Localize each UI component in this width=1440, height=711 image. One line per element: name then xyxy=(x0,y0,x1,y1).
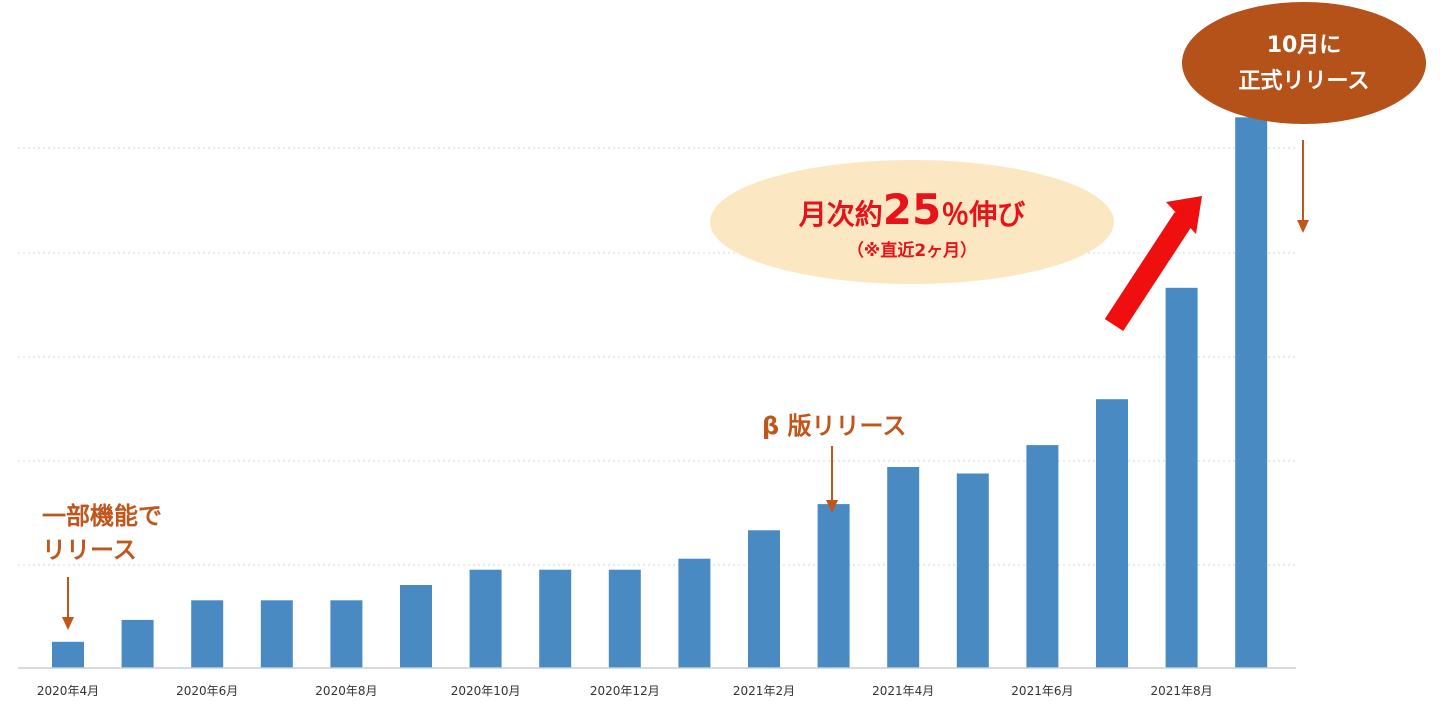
bars xyxy=(52,117,1268,669)
official-release-line2: 正式リリース xyxy=(1239,69,1370,94)
growth-note: （※直近2ヶ月） xyxy=(847,240,977,261)
bar-2021年1月 xyxy=(678,558,711,668)
beta-release-arrow-icon xyxy=(826,446,838,513)
x-tick-label: 2021年4月 xyxy=(872,684,934,698)
bar-2021年2月 xyxy=(748,530,780,668)
bar-2021年5月 xyxy=(956,473,989,668)
bar-2021年8月 xyxy=(1165,287,1198,668)
bar-2021年4月 xyxy=(887,467,920,668)
bar-2021年6月 xyxy=(1026,445,1059,668)
bar-2020年9月 xyxy=(400,585,432,668)
growth-arrow-icon xyxy=(1104,196,1202,332)
x-tick-label: 2021年6月 xyxy=(1011,684,1073,698)
x-tick-labels: 2020年4月 2020年6月 2020年8月 2020年10月 2020年12月 202… xyxy=(37,684,1213,698)
x-tick-label: 2020年6月 xyxy=(176,684,238,698)
bar-2021年9月 xyxy=(1235,117,1268,669)
x-tick-label: 2021年8月 xyxy=(1151,684,1213,698)
growth-bubble xyxy=(710,160,1114,284)
official-release-line1: 10月に xyxy=(1267,33,1342,58)
x-tick-label: 2020年12月 xyxy=(590,684,660,698)
bar-2020年12月 xyxy=(608,569,641,668)
x-tick-label: 2021年2月 xyxy=(733,684,795,698)
bar-2020年10月 xyxy=(469,569,502,668)
bar-2020年4月 xyxy=(52,641,84,668)
bar-2020年7月 xyxy=(260,600,293,668)
bar-2020年6月 xyxy=(191,600,224,668)
partial-release-arrow-icon xyxy=(62,577,74,630)
growth-headline: 月次約25％伸び xyxy=(798,185,1025,234)
x-tick-label: 2020年10月 xyxy=(451,684,521,698)
bar-2020年8月 xyxy=(330,600,363,668)
x-tick-label: 2020年8月 xyxy=(315,684,377,698)
official-release-arrow-icon xyxy=(1297,140,1309,233)
bar-2020年11月 xyxy=(539,569,572,668)
bar-2020年5月 xyxy=(121,619,154,668)
x-tick-label: 2020年4月 xyxy=(37,684,99,698)
bar-2021年3月 xyxy=(817,504,850,668)
official-release-bubble xyxy=(1182,2,1426,124)
partial-release-line2: リリース xyxy=(42,536,137,564)
bar-2021年7月 xyxy=(1096,399,1128,668)
beta-release-label: β 版リリース xyxy=(762,412,906,440)
partial-release-line1: 一部機能で xyxy=(42,502,162,530)
